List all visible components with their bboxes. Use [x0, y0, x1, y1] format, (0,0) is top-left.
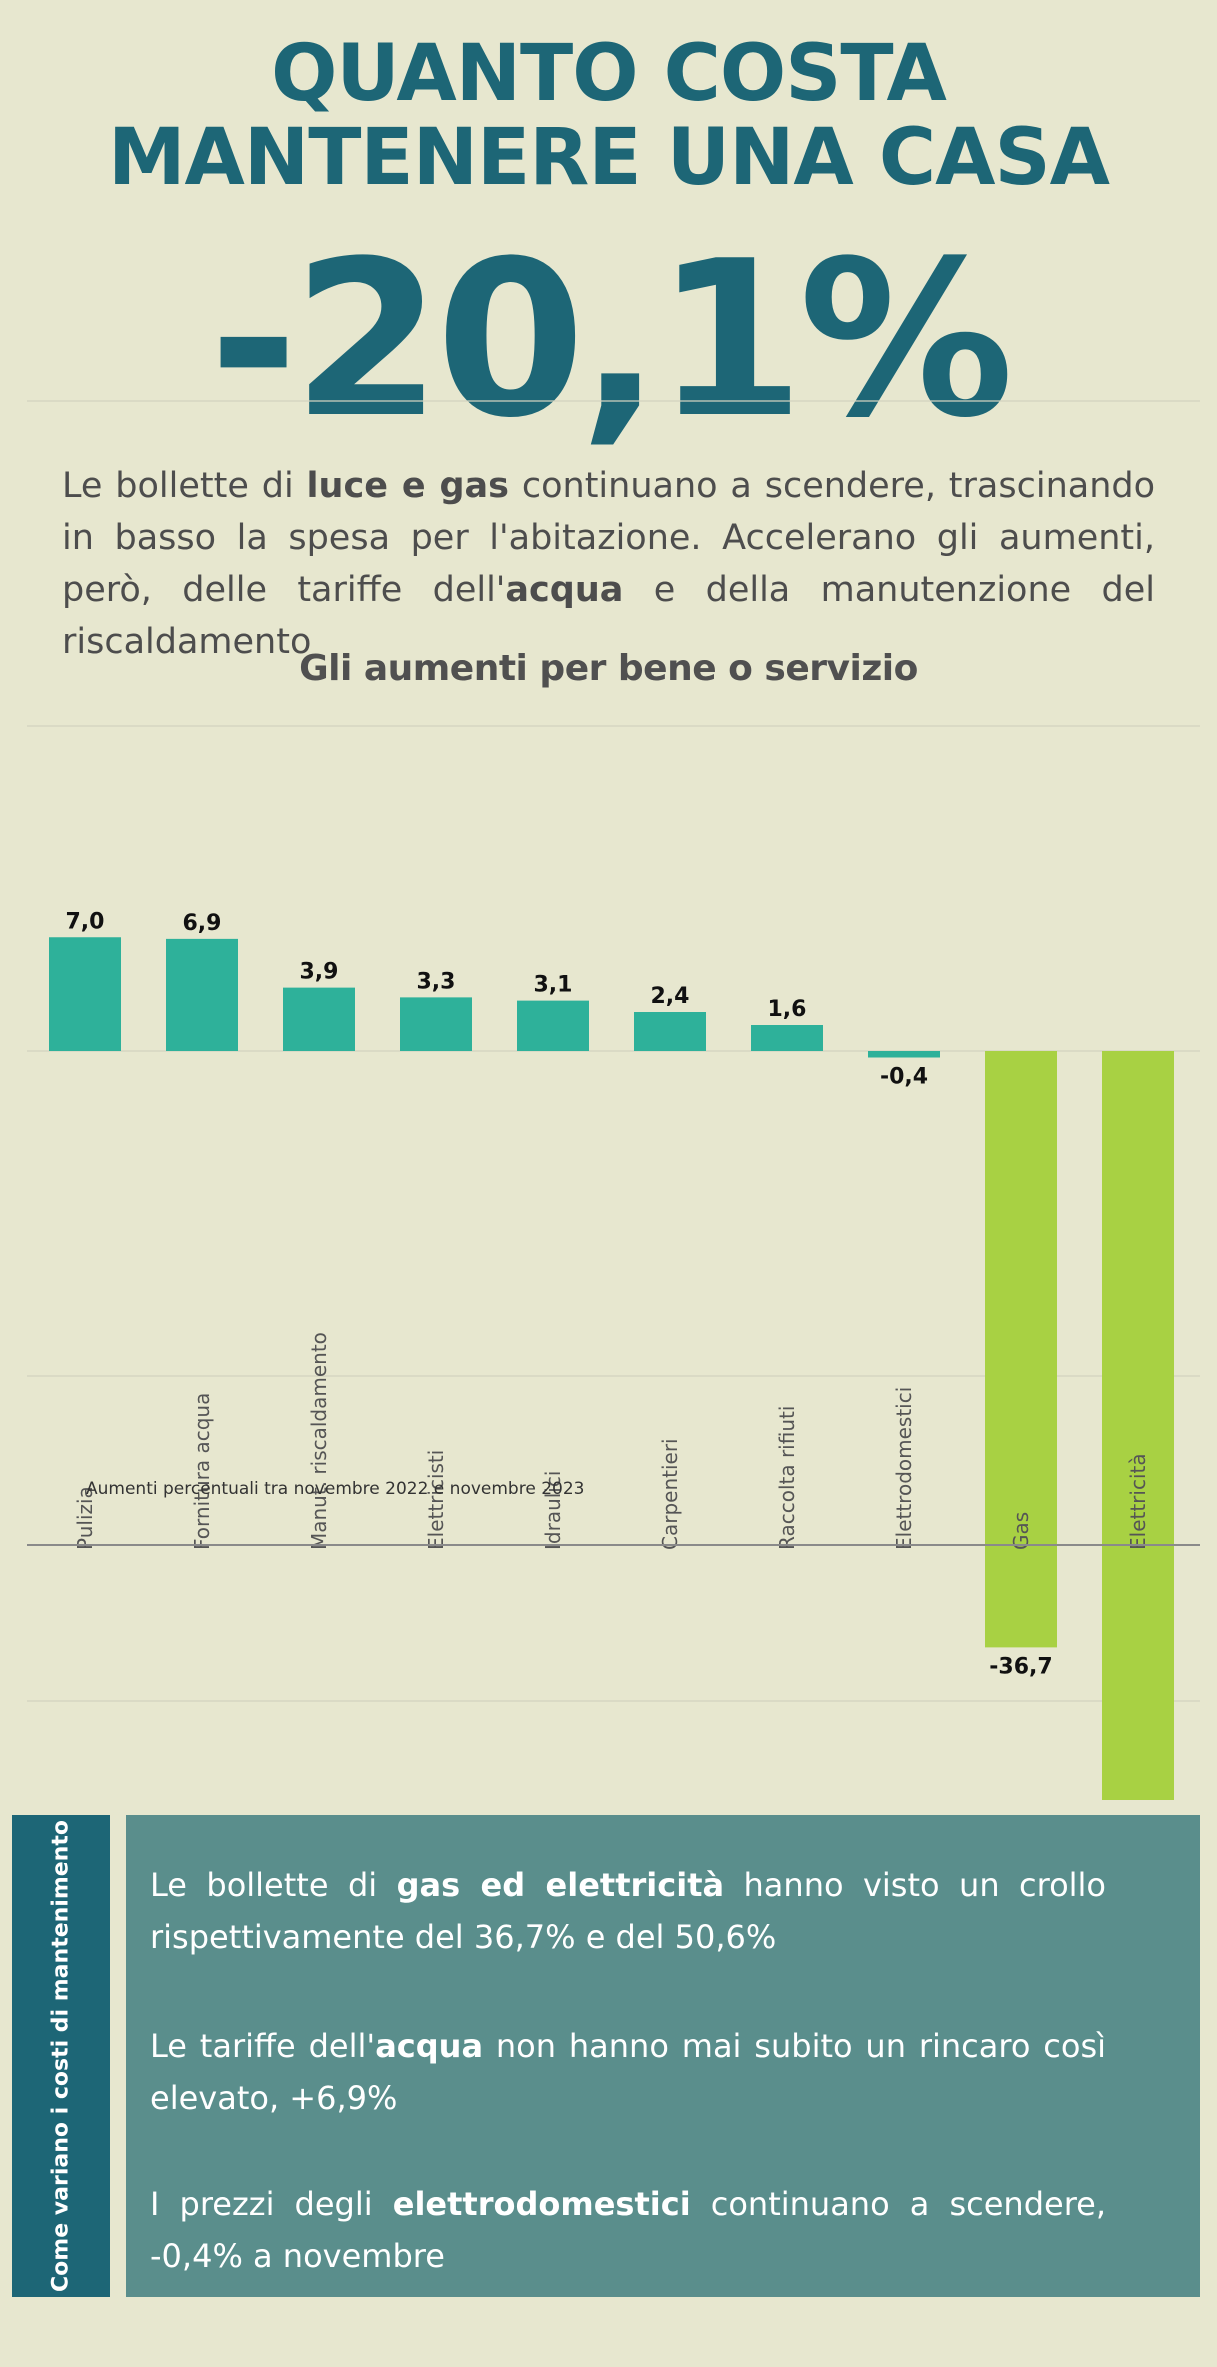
category-label: Raccolta rifiuti [775, 1406, 799, 1550]
category-label: Elettricità [1126, 1453, 1150, 1550]
bar [1102, 1051, 1174, 1800]
category-label: Fornitura acqua [190, 1393, 214, 1550]
category-label: Idraulici [541, 1471, 565, 1550]
bar [283, 987, 355, 1051]
info-text: Le tariffe dell' [150, 2027, 376, 2065]
chart-annotation: Aumenti percentuali tra novembre 2022 e … [86, 1479, 584, 1499]
info-paragraph-appliances: I prezzi degli elettrodomestici continua… [150, 2178, 1106, 2282]
page-title: QUANTO COSTA MANTENERE UNA CASA [0, 32, 1217, 200]
info-bold: acqua [375, 2027, 484, 2065]
info-panel: Le bollette di gas ed elettricità hanno … [126, 1815, 1200, 2297]
intro-text-2: continuano a scendere, trascinando in ba… [62, 466, 1156, 610]
info-paragraph-gas-electricity: Le bollette di gas ed elettricità hanno … [150, 1859, 1106, 1963]
bar [166, 938, 238, 1051]
side-tab-label: Come variano i costi di mantenimento [48, 1820, 74, 2292]
title-line-2: MANTENERE UNA CASA [107, 113, 1110, 203]
info-text: non hanno mai subito un rincaro così ele… [150, 2027, 1107, 2117]
bar [985, 1051, 1057, 1648]
bar [49, 937, 121, 1051]
bar-value-label: 2,4 [651, 984, 690, 1009]
info-text: hanno visto un crollo rispettivamente de… [150, 1866, 1107, 1956]
info-text: I prezzi degli [150, 2185, 393, 2223]
info-text: Le bollette di [150, 1866, 397, 1904]
bar-value-label: 7,0 [66, 909, 105, 934]
bar [751, 1025, 823, 1051]
info-bold: elettrodomestici [392, 2185, 691, 2223]
bar-value-label: 3,3 [417, 969, 456, 994]
intro-bold-1: luce e gas [306, 466, 510, 506]
bar-value-label: -36,7 [989, 1654, 1052, 1679]
bar-chart: 7,0 Pulizia 6,9 Fornitura acqua 3,9 Manut. ri… [27, 400, 1200, 1800]
title-line-1: QUANTO COSTA [271, 29, 947, 119]
bar [400, 997, 472, 1051]
headline-value: -20,1% [208, 214, 1014, 465]
category-label: Elettricisti [424, 1450, 448, 1550]
intro-paragraph: Le bollette di luce e gas continuano a s… [62, 460, 1155, 668]
category-label: Gas [1009, 1512, 1033, 1550]
intro-text-3: e della manutenzione del riscaldamento [62, 570, 1155, 662]
info-bold: gas ed elettricità [396, 1866, 725, 1904]
bar [634, 1012, 706, 1051]
bar-value-label: 1,6 [768, 997, 807, 1022]
bar-value-label: -0,4 [880, 1065, 928, 1090]
bar [868, 1051, 940, 1058]
category-label: Elettrodomestici [892, 1387, 916, 1550]
info-paragraph-water: Le tariffe dell'acqua non hanno mai subi… [150, 2020, 1106, 2124]
side-tab: Come variano i costi di mantenimento [12, 1815, 110, 2297]
info-text: continuano a scendere, -0,4% a novembre [150, 2185, 1107, 2275]
bar-value-label: 3,9 [300, 960, 339, 985]
intro-bold-2: acqua [505, 570, 624, 610]
intro-text-1: Le bollette di [62, 466, 307, 506]
bar-value-label: 6,9 [183, 911, 222, 936]
category-label: Pulizia [73, 1486, 97, 1550]
bar [517, 1000, 589, 1051]
chart-title: Gli aumenti per bene o servizio [299, 648, 918, 689]
category-label: Carpentieri [658, 1438, 682, 1550]
bar-value-label: 3,1 [534, 973, 573, 998]
category-label: Manut. riscaldamento [307, 1332, 331, 1550]
info-box: Come variano i costi di mantenimento Le … [12, 1815, 1200, 2297]
